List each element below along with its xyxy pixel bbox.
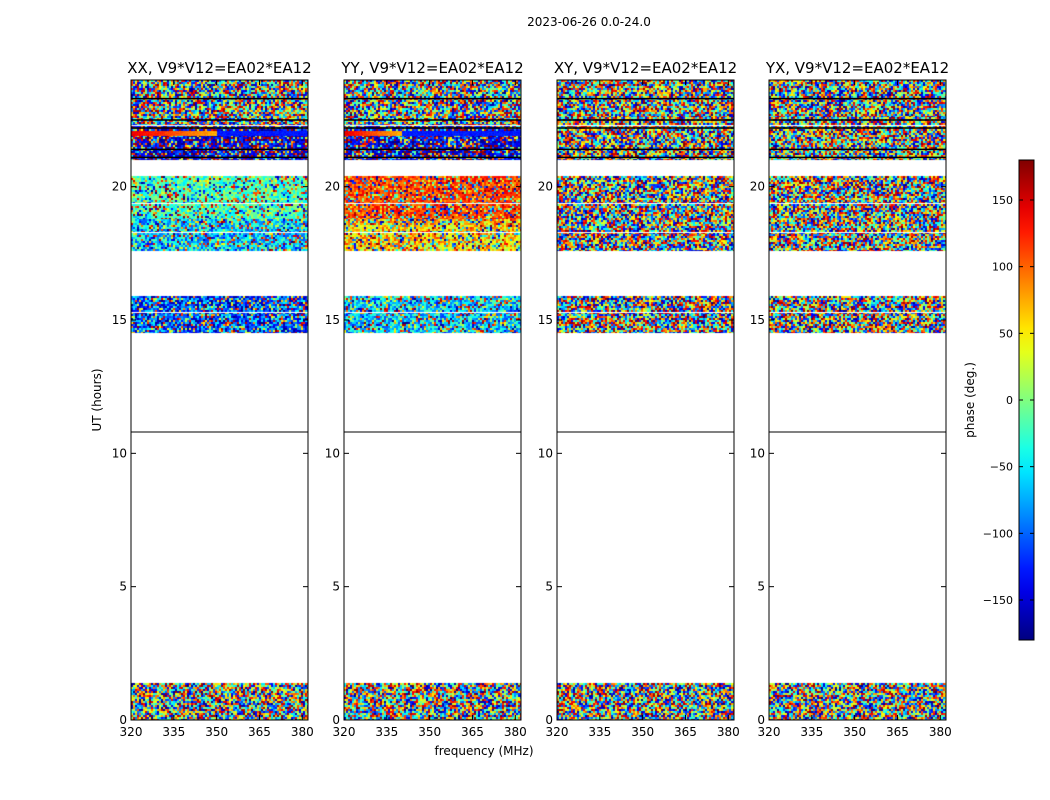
panel-1-ytick-label: 10: [112, 446, 127, 460]
panel-1: XX, V9*V12=EA02*EA12 320 335 350 365 380 0 5 10 1…: [112, 59, 314, 739]
colorbar-tick-label: 150: [992, 194, 1013, 207]
colorbar-tick-label: −100: [983, 527, 1013, 540]
panel-3-xtick-label: 380: [717, 725, 740, 739]
panel-3-xtick-label: 335: [588, 725, 611, 739]
panel-4-heatmap: [769, 80, 946, 720]
panel-2-xtick-label: 350: [418, 725, 441, 739]
panel-4-ytick-label: 5: [757, 580, 765, 594]
panel-2: YY, V9*V12=EA02*EA12 320 335 350 365 380 0 5 10 1…: [325, 59, 527, 739]
panel-2-ytick-label: 20: [325, 180, 340, 194]
panel-2-xtick-label: 365: [461, 725, 484, 739]
panel-4-frame: [768, 79, 947, 721]
panel-1-xtick-label: 365: [248, 725, 271, 739]
panel-3-ytick-label: 5: [545, 580, 553, 594]
y-axis-label: UT (hours): [90, 368, 104, 431]
panel-4-ytick-label: 10: [750, 446, 765, 460]
panel-2-title: YY, V9*V12=EA02*EA12: [340, 59, 523, 77]
colorbar-tick-label: −150: [983, 594, 1013, 607]
panel-4-xtick-label: 365: [886, 725, 909, 739]
panel-3-ytick-label: 15: [538, 313, 553, 327]
panel-1-xtick-label: 335: [162, 725, 185, 739]
colorbar: −150 −100 −50 0 50 100 150: [983, 159, 1035, 641]
panel-4-xtick-label: 320: [758, 725, 781, 739]
panel-3-xtick-label: 320: [546, 725, 569, 739]
panel-4-ytick-label: 0: [757, 713, 765, 727]
panel-4-ytick-label: 15: [750, 313, 765, 327]
panel-3-ytick-label: 10: [538, 446, 553, 460]
panel-2-xtick-label: 380: [504, 725, 527, 739]
colorbar-label: phase (deg.): [963, 362, 977, 438]
x-axis-label: frequency (MHz): [434, 744, 533, 758]
panel-4-xtick-label: 350: [843, 725, 866, 739]
panel-2-ytick-label: 15: [325, 313, 340, 327]
colorbar-tick-label: −50: [990, 461, 1013, 474]
panel-4: YX, V9*V12=EA02*EA12 320 335 350 365 380 0 5 10 1…: [750, 59, 952, 739]
panel-1-frame: [130, 79, 309, 721]
panel-3: XY, V9*V12=EA02*EA12 320 335 350 365 380 0 5 10 1…: [538, 59, 740, 739]
panel-1-ytick-label: 20: [112, 180, 127, 194]
colorbar-tick-label: 50: [999, 327, 1013, 340]
panel-3-ytick-label: 20: [538, 180, 553, 194]
panel-1-heatmap: [131, 80, 308, 720]
colorbar-tick-label: 0: [1006, 394, 1013, 407]
panels-layer: XX, V9*V12=EA02*EA12 320 335 350 365 380 0 5 10 1…: [112, 59, 952, 739]
panel-3-frame: [556, 79, 735, 721]
panel-1-ytick-label: 5: [119, 580, 127, 594]
panel-2-ytick-label: 0: [332, 713, 340, 727]
panel-1-xtick-label: 380: [291, 725, 314, 739]
figure-suptitle: 2023-06-26 0.0-24.0: [527, 15, 651, 29]
panel-2-ytick-label: 5: [332, 580, 340, 594]
panel-4-ytick-label: 20: [750, 180, 765, 194]
colorbar-tick-label: 100: [992, 261, 1013, 274]
panel-1-ytick-label: 0: [119, 713, 127, 727]
panel-2-frame: [343, 79, 522, 721]
panel-2-xtick-label: 335: [375, 725, 398, 739]
panel-3-title: XY, V9*V12=EA02*EA12: [554, 59, 737, 77]
panel-2-ytick-label: 10: [325, 446, 340, 460]
panel-2-heatmap: [344, 80, 521, 720]
panel-3-xtick-label: 365: [674, 725, 697, 739]
panel-3-xtick-label: 350: [631, 725, 654, 739]
panel-1-xtick-label: 350: [205, 725, 228, 739]
panel-1-ytick-label: 15: [112, 313, 127, 327]
panel-3-ytick-label: 0: [545, 713, 553, 727]
panel-4-xtick-label: 335: [800, 725, 823, 739]
panel-2-xtick-label: 320: [333, 725, 356, 739]
colorbar-gradient: [1019, 160, 1034, 640]
panel-1-title: XX, V9*V12=EA02*EA12: [127, 59, 311, 77]
panel-3-heatmap: [557, 80, 734, 720]
panel-1-xtick-label: 320: [120, 725, 143, 739]
panel-4-title: YX, V9*V12=EA02*EA12: [765, 59, 949, 77]
panel-4-xtick-label: 380: [929, 725, 952, 739]
